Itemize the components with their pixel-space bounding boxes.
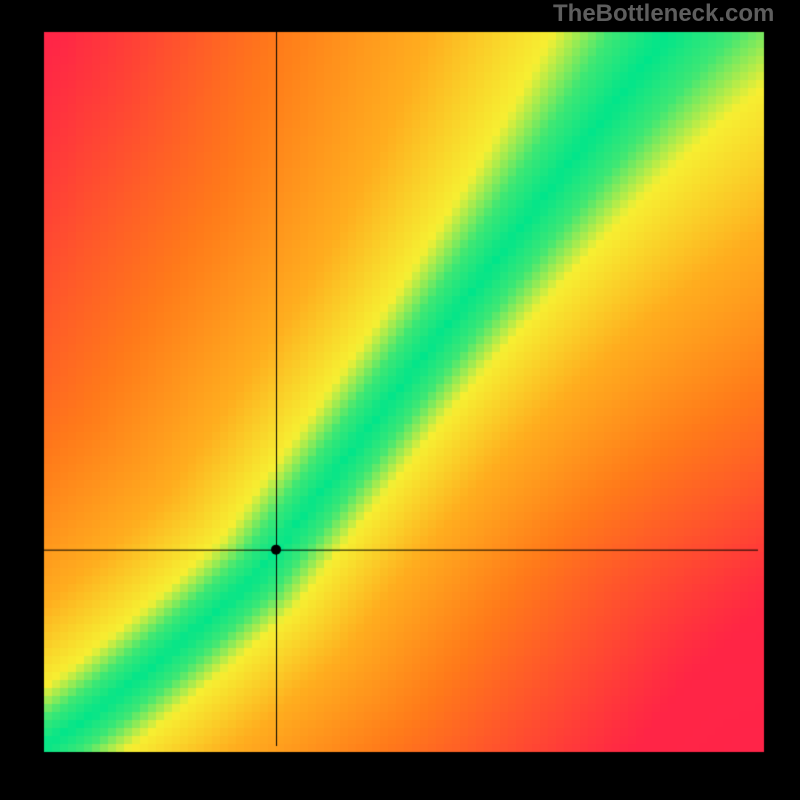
watermark-text: TheBottleneck.com	[553, 0, 774, 28]
bottleneck-heatmap-canvas	[0, 0, 800, 800]
chart-container: TheBottleneck.com	[0, 0, 800, 800]
